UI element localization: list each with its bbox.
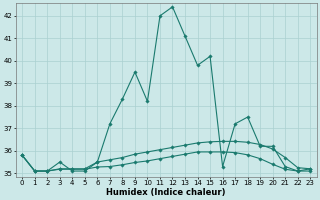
X-axis label: Humidex (Indice chaleur): Humidex (Indice chaleur) — [107, 188, 226, 197]
